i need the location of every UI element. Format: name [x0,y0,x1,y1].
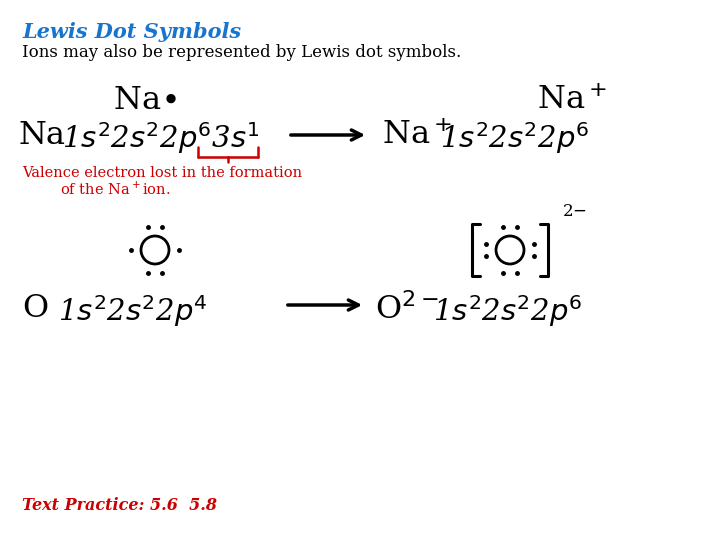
Text: Text Practice: 5.6  5.8: Text Practice: 5.6 5.8 [22,497,217,514]
Text: Na$\bullet$: Na$\bullet$ [113,85,177,116]
Text: Lewis Dot Symbols: Lewis Dot Symbols [22,22,241,42]
Text: Na: Na [18,120,65,151]
Text: of the Na$^+$ion.: of the Na$^+$ion. [60,181,171,198]
Text: Na$^+$: Na$^+$ [537,85,607,116]
Text: 1$s^2$2$s^2$2$p^4$: 1$s^2$2$s^2$2$p^4$ [58,293,207,329]
Text: Ions may also be represented by Lewis dot symbols.: Ions may also be represented by Lewis do… [22,44,462,61]
Text: 1$s^2$2$s^2$2$p^6$: 1$s^2$2$s^2$2$p^6$ [440,120,590,156]
Text: 1$s^2$2$s^2$2$p^6$3$s^1$: 1$s^2$2$s^2$2$p^6$3$s^1$ [62,120,260,156]
Text: O: O [22,293,48,324]
Text: O$^{2-}$: O$^{2-}$ [375,293,438,326]
Text: 2$-$: 2$-$ [562,203,587,220]
Text: Na$^+$: Na$^+$ [382,120,452,151]
Text: Valence electron lost in the formation: Valence electron lost in the formation [22,166,302,180]
Text: 1$s^2$2$s^2$2$p^6$: 1$s^2$2$s^2$2$p^6$ [433,293,582,329]
